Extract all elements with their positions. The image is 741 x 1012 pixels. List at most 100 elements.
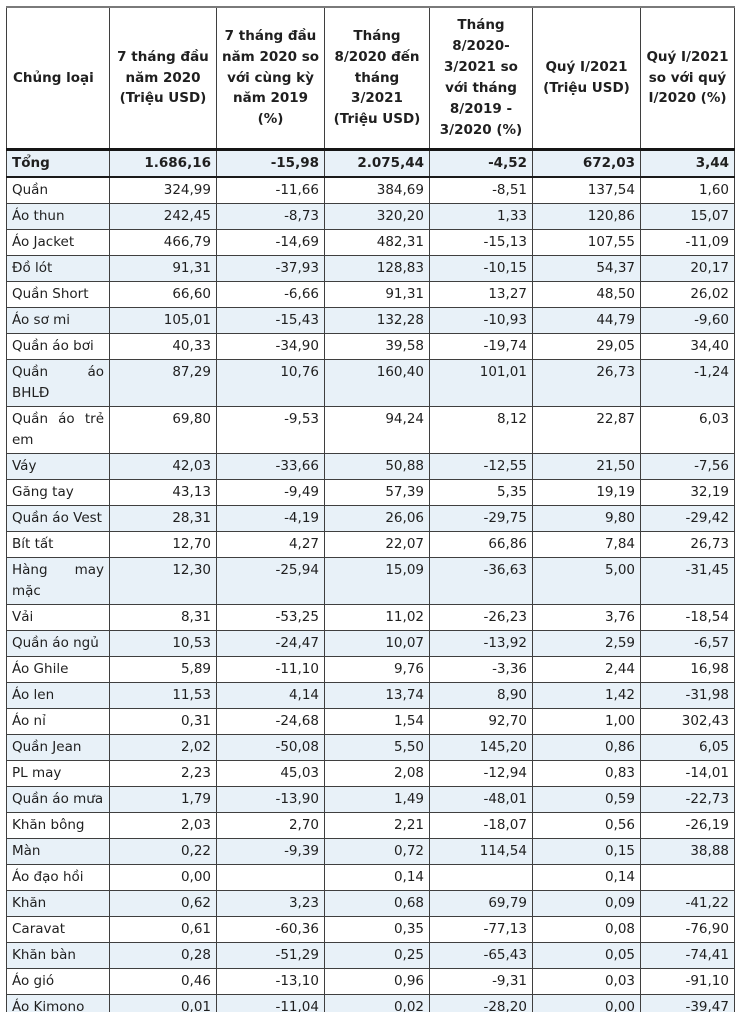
category-cell: Khăn <box>6 890 110 917</box>
value-cell: 4,14 <box>216 682 325 709</box>
table-row: Quần áo ngủ 10,53 -24,47 10,07 -13,92 2,59 -6,… <box>6 630 735 657</box>
table-row: Khăn bàn 0,28 -51,29 0,25 -65,43 0,05 -74,41 <box>6 942 735 969</box>
value-cell: -9,49 <box>216 479 325 506</box>
value-cell: 2,70 <box>216 812 325 839</box>
value-cell: -28,20 <box>429 994 533 1012</box>
value-cell: 42,03 <box>109 453 217 480</box>
category-cell: Quần áo bơi <box>6 333 110 360</box>
header-q1-2021-vs-q1-2020: Quý I/2021 so với quý I/2020 (%) <box>640 6 735 151</box>
value-cell: 2,59 <box>532 630 641 657</box>
category-cell: Quần áo Vest <box>6 505 110 532</box>
value-cell: 0,14 <box>324 864 430 891</box>
value-cell: 48,50 <box>532 281 641 308</box>
value-cell: -18,54 <box>640 604 735 631</box>
value-cell: -14,69 <box>216 229 325 256</box>
value-cell: 13,27 <box>429 281 533 308</box>
value-cell: 3,44 <box>640 149 735 178</box>
category-cell: Quần <box>6 176 110 204</box>
value-cell: 10,07 <box>324 630 430 657</box>
value-cell: -76,90 <box>640 916 735 943</box>
value-cell: -6,66 <box>216 281 325 308</box>
category-cell: Áo Jacket <box>6 229 110 256</box>
value-cell: -65,43 <box>429 942 533 969</box>
value-cell: 0,68 <box>324 890 430 917</box>
value-cell: -77,13 <box>429 916 533 943</box>
value-cell: 16,98 <box>640 656 735 683</box>
value-cell: 54,37 <box>532 255 641 282</box>
value-cell: -15,43 <box>216 307 325 334</box>
table-row: Áo sơ mi 105,01 -15,43 132,28 -10,93 44,79 -9,… <box>6 307 735 334</box>
value-cell: 672,03 <box>532 149 641 178</box>
value-cell: 3,23 <box>216 890 325 917</box>
value-cell: 92,70 <box>429 708 533 735</box>
value-cell: -26,19 <box>640 812 735 839</box>
value-cell: 0,83 <box>532 760 641 787</box>
category-cell: Tổng <box>6 149 110 178</box>
value-cell: -29,75 <box>429 505 533 532</box>
value-cell: -8,73 <box>216 203 325 230</box>
value-cell: 466,79 <box>109 229 217 256</box>
value-cell: 28,31 <box>109 505 217 532</box>
value-cell: 44,79 <box>532 307 641 334</box>
value-cell: -24,47 <box>216 630 325 657</box>
value-cell: 1,42 <box>532 682 641 709</box>
value-cell: 1.686,16 <box>109 149 217 178</box>
value-cell: 29,05 <box>532 333 641 360</box>
value-cell: 1,79 <box>109 786 217 813</box>
category-cell: Màn <box>6 838 110 865</box>
value-cell: 26,73 <box>640 531 735 558</box>
value-cell: 91,31 <box>324 281 430 308</box>
value-cell: 10,53 <box>109 630 217 657</box>
value-cell: 0,01 <box>109 994 217 1012</box>
value-cell: 57,39 <box>324 479 430 506</box>
value-cell: 7,84 <box>532 531 641 558</box>
value-cell: 21,50 <box>532 453 641 480</box>
table-row: Áo len 11,53 4,14 13,74 8,90 1,42 -31,98 <box>6 682 735 709</box>
value-cell: 43,13 <box>109 479 217 506</box>
value-cell: 0,28 <box>109 942 217 969</box>
value-cell: 2,44 <box>532 656 641 683</box>
value-cell: -14,01 <box>640 760 735 787</box>
header-row: Chủng loại 7 tháng đầu năm 2020 (Triệu U… <box>6 6 735 151</box>
value-cell: 5,89 <box>109 656 217 683</box>
value-cell: 0,00 <box>532 994 641 1012</box>
value-cell: 0,05 <box>532 942 641 969</box>
value-cell: 13,74 <box>324 682 430 709</box>
category-cell: Áo Kimono <box>6 994 110 1012</box>
category-cell: Vải <box>6 604 110 631</box>
table-row: Áo gió 0,46 -13,10 0,96 -9,31 0,03 -91,10 <box>6 968 735 995</box>
value-cell: 0,03 <box>532 968 641 995</box>
value-cell: -9,31 <box>429 968 533 995</box>
table-row: Áo thun 242,45 -8,73 320,20 1,33 120,86 15,07 <box>6 203 735 230</box>
value-cell: -51,29 <box>216 942 325 969</box>
value-cell: -48,01 <box>429 786 533 813</box>
header-category: Chủng loại <box>6 6 110 151</box>
value-cell: -7,56 <box>640 453 735 480</box>
value-cell: 107,55 <box>532 229 641 256</box>
value-cell: -25,94 <box>216 557 325 605</box>
value-cell: 0,56 <box>532 812 641 839</box>
value-cell: 69,80 <box>109 406 217 454</box>
value-cell: -13,92 <box>429 630 533 657</box>
value-cell: 114,54 <box>429 838 533 865</box>
value-cell <box>640 864 735 891</box>
value-cell: -11,04 <box>216 994 325 1012</box>
category-cell: Khăn bông <box>6 812 110 839</box>
value-cell: 11,53 <box>109 682 217 709</box>
table-row: Áo đạo hồi 0,00 0,14 0,14 <box>6 864 735 891</box>
category-cell: Quần áo trẻ em <box>6 406 110 454</box>
value-cell: -11,66 <box>216 176 325 204</box>
value-cell: 2,23 <box>109 760 217 787</box>
category-cell: Áo gió <box>6 968 110 995</box>
category-cell: Áo Ghile <box>6 656 110 683</box>
table-row: Khăn bông 2,03 2,70 2,21 -18,07 0,56 -26,19 <box>6 812 735 839</box>
value-cell: 302,43 <box>640 708 735 735</box>
value-cell: -10,93 <box>429 307 533 334</box>
value-cell: 1,60 <box>640 176 735 204</box>
value-cell: 38,88 <box>640 838 735 865</box>
table-row: Váy 42,03 -33,66 50,88 -12,55 21,50 -7,56 <box>6 453 735 480</box>
value-cell: 0,15 <box>532 838 641 865</box>
value-cell: 0,59 <box>532 786 641 813</box>
value-cell: 145,20 <box>429 734 533 761</box>
